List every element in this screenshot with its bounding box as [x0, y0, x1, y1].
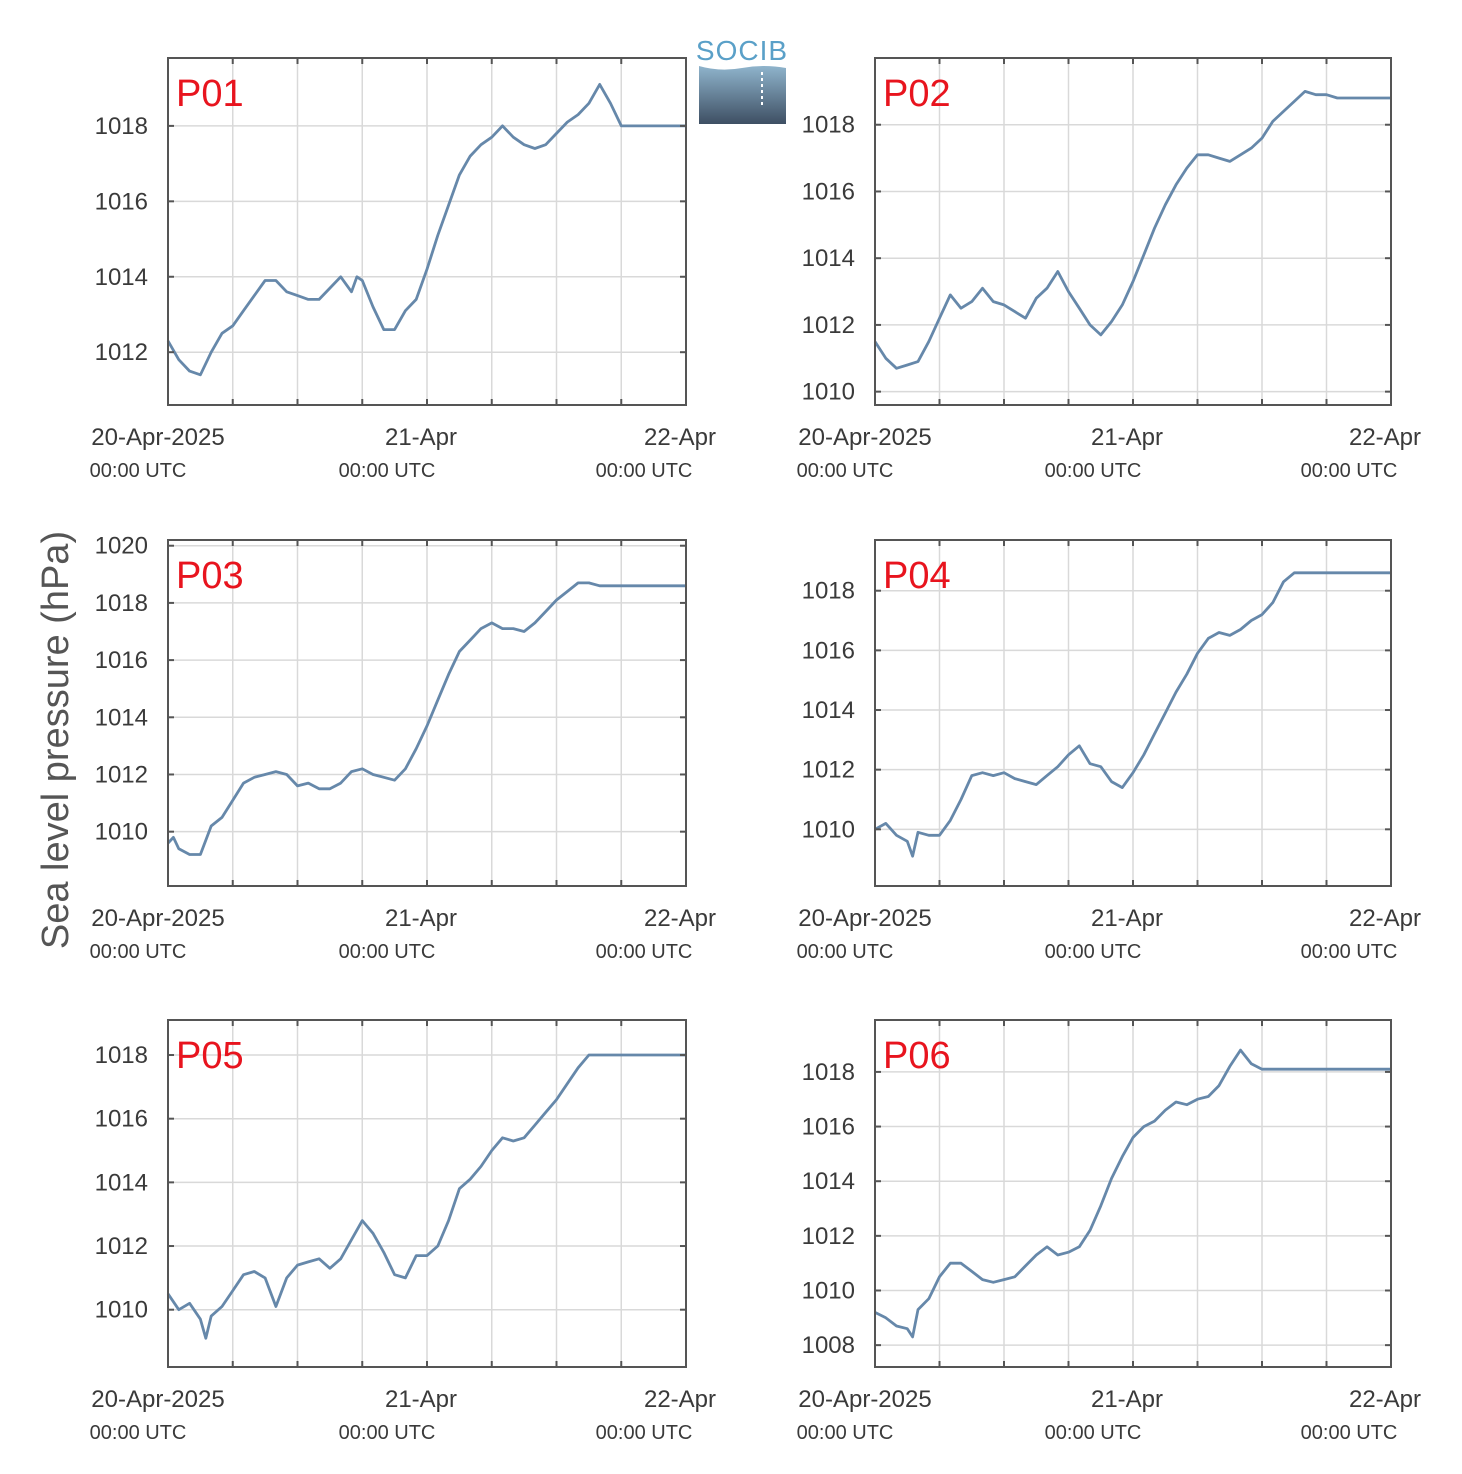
- x-tick-label: 21-Apr: [1091, 424, 1163, 451]
- y-tick-label: 1012: [802, 757, 855, 784]
- panel-p03: 1010 1012 1014 1016 1018 1020 20-Apr-2025 00:00…: [90, 533, 716, 963]
- panel-p02: 1010 1012 1014 1016 1018 20-Apr-2025 00:00 UTC…: [797, 57, 1421, 482]
- y-tick-label: 1014: [95, 704, 148, 731]
- y-tick-label: 1018: [802, 1059, 855, 1086]
- x-tick-label: 20-Apr-2025: [798, 424, 931, 451]
- x-tick-label: 21-Apr: [1091, 1386, 1163, 1413]
- y-tick-label: 1014: [802, 245, 855, 272]
- x-tick-utc-label: 00:00 UTC: [90, 460, 187, 482]
- y-tick-label: 1012: [802, 312, 855, 339]
- x-tick-utc-label: 00:00 UTC: [90, 1422, 187, 1444]
- series-line: [166, 1053, 686, 1340]
- series-line: [873, 90, 1391, 370]
- y-tick-label: 1014: [95, 1169, 148, 1196]
- y-tick-label: 1012: [95, 339, 148, 366]
- y-tick-label: 1010: [95, 1297, 148, 1324]
- y-tick-label: 1010: [95, 819, 148, 846]
- y-tick-label: 1016: [802, 1114, 855, 1141]
- x-tick-label: 21-Apr: [385, 905, 457, 932]
- x-tick-utc-label: 00:00 UTC: [1045, 1422, 1142, 1444]
- panel-p05: 1010 1012 1014 1016 1018 20-Apr-2025 00:00 UTC…: [90, 1019, 716, 1444]
- x-tick-utc-label: 00:00 UTC: [596, 941, 693, 963]
- x-tick-utc-label: 00:00 UTC: [797, 1422, 894, 1444]
- x-tick-label: 20-Apr-2025: [91, 905, 224, 932]
- series-line: [166, 83, 686, 377]
- y-tick-label: 1010: [802, 1277, 855, 1304]
- x-tick-utc-label: 00:00 UTC: [596, 1422, 693, 1444]
- x-tick-label: 21-Apr: [385, 424, 457, 451]
- y-tick-label: 1020: [95, 533, 148, 560]
- x-tick-label: 22-Apr: [1349, 1386, 1421, 1413]
- x-tick-label: 20-Apr-2025: [91, 1386, 224, 1413]
- series-line: [874, 1048, 1391, 1339]
- y-tick-label: 1012: [95, 761, 148, 788]
- x-tick-label: 22-Apr: [644, 1386, 716, 1413]
- x-tick-utc-label: 00:00 UTC: [339, 460, 436, 482]
- y-tick-label: 1016: [95, 647, 148, 674]
- y-tick-label: 1014: [95, 264, 148, 291]
- x-tick-label: 22-Apr: [644, 905, 716, 932]
- x-tick-label: 20-Apr-2025: [91, 424, 224, 451]
- x-tick-utc-label: 00:00 UTC: [339, 1422, 436, 1444]
- y-tick-label: 1018: [802, 112, 855, 139]
- y-tick-label: 1016: [95, 188, 148, 215]
- y-tick-label: 1014: [802, 1168, 855, 1195]
- panel-label: P01: [176, 73, 244, 115]
- y-tick-label: 1018: [95, 1042, 148, 1069]
- y-tick-label: 1016: [802, 178, 855, 205]
- y-tick-label: 1012: [95, 1233, 148, 1260]
- panel-label: P04: [883, 555, 951, 597]
- x-tick-utc-label: 00:00 UTC: [797, 460, 894, 482]
- panel-p06: 1008 1010 1012 1014 1016 1018 20-Apr-2025 00:00…: [797, 1019, 1421, 1444]
- y-tick-label: 1010: [802, 379, 855, 406]
- panel-label: P05: [176, 1035, 244, 1077]
- y-axis-label: Sea level pressure (hPa): [35, 531, 77, 949]
- x-tick-label: 22-Apr: [644, 424, 716, 451]
- y-tick-label: 1018: [802, 578, 855, 605]
- logo-wave-shape: [699, 66, 786, 124]
- panel-p04: 1010 1012 1014 1016 1018 20-Apr-2025 00:00 UTC…: [797, 539, 1421, 963]
- y-tick-label: 1014: [802, 697, 855, 724]
- x-tick-label: 20-Apr-2025: [798, 1386, 931, 1413]
- x-tick-utc-label: 00:00 UTC: [90, 941, 187, 963]
- panel-label: P06: [883, 1035, 951, 1077]
- y-tick-label: 1018: [95, 113, 148, 140]
- series-line: [874, 571, 1391, 858]
- y-tick-label: 1008: [802, 1332, 855, 1359]
- x-tick-utc-label: 00:00 UTC: [1301, 1422, 1398, 1444]
- x-tick-utc-label: 00:00 UTC: [1301, 460, 1398, 482]
- panel-label: P02: [883, 73, 951, 115]
- x-tick-label: 22-Apr: [1349, 424, 1421, 451]
- x-tick-label: 21-Apr: [1091, 905, 1163, 932]
- x-tick-label: 21-Apr: [385, 1386, 457, 1413]
- logo-text: SOCIB: [696, 35, 788, 66]
- x-tick-label: 22-Apr: [1349, 905, 1421, 932]
- x-tick-utc-label: 00:00 UTC: [339, 941, 436, 963]
- x-tick-utc-label: 00:00 UTC: [596, 460, 693, 482]
- y-tick-label: 1016: [95, 1106, 148, 1133]
- x-tick-utc-label: 00:00 UTC: [1045, 460, 1142, 482]
- x-tick-label: 20-Apr-2025: [798, 905, 931, 932]
- panel-p01: 1012 1014 1016 1018 20-Apr-2025 00:00 UTC 21-A…: [90, 57, 716, 482]
- socib-logo: SOCIB: [696, 35, 788, 124]
- series-line: [166, 581, 686, 856]
- x-tick-utc-label: 00:00 UTC: [1045, 941, 1142, 963]
- y-tick-label: 1018: [95, 590, 148, 617]
- panel-label: P03: [176, 555, 244, 597]
- y-tick-label: 1012: [802, 1223, 855, 1250]
- y-tick-label: 1016: [802, 637, 855, 664]
- y-tick-label: 1010: [802, 816, 855, 843]
- x-tick-utc-label: 00:00 UTC: [797, 941, 894, 963]
- x-tick-utc-label: 00:00 UTC: [1301, 941, 1398, 963]
